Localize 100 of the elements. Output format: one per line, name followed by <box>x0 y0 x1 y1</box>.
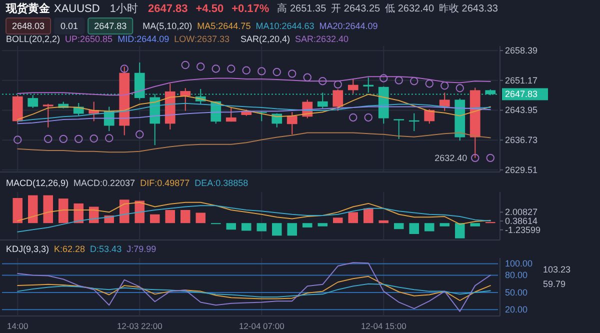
text: +4.50 <box>196 3 224 15</box>
text: UP:2650.85 <box>65 34 113 44</box>
y-tick-label: 2.00827 <box>505 207 538 218</box>
point <box>380 74 388 82</box>
text: +0.17% <box>232 3 270 15</box>
bar <box>28 195 38 224</box>
text: 2648.03 <box>12 21 45 31</box>
candlestick <box>28 94 38 108</box>
line-series <box>17 202 491 225</box>
candlestick <box>332 88 344 112</box>
text: MA10:2644.63 <box>256 21 314 31</box>
text: 2647.83 <box>94 21 127 31</box>
bar <box>302 223 312 228</box>
text: 昨收 2643.33 <box>439 2 498 14</box>
bar <box>165 210 176 224</box>
point <box>120 64 128 73</box>
bar <box>470 223 480 226</box>
text: 103.23 <box>543 264 571 274</box>
text: MID:2644.09 <box>118 34 170 44</box>
point <box>486 154 494 162</box>
bar <box>150 214 160 224</box>
point <box>212 64 220 73</box>
bar <box>363 208 374 224</box>
chart-subtitle: XAUUSD <box>54 3 100 15</box>
point <box>136 130 144 139</box>
line-series <box>17 205 491 232</box>
y-tick-label: 2636.73 <box>505 135 538 146</box>
ref-line-label: 50.00 <box>505 287 528 298</box>
ref-line-label: 20.00 <box>505 304 528 315</box>
text: D:53.43 <box>90 244 122 254</box>
point <box>425 79 434 88</box>
text: MACD(12,26,9) <box>6 178 69 188</box>
bar <box>440 223 450 226</box>
x-tick-label: 12-03 22:00 <box>116 321 163 331</box>
bar <box>12 198 23 224</box>
text: 0.01 <box>60 21 78 31</box>
candlestick <box>363 76 374 94</box>
point <box>258 67 266 76</box>
ref-line-label: 80.00 <box>505 270 528 280</box>
point <box>90 134 98 143</box>
point <box>288 70 296 78</box>
text: K:62.28 <box>54 244 86 254</box>
text: BOLL(20,2,2) <box>6 34 60 44</box>
point <box>394 76 403 84</box>
y-tick-label: 2643.95 <box>505 105 538 116</box>
text: SAR(2,20,4) <box>240 34 290 44</box>
point <box>303 73 312 82</box>
text: LOW:2637.33 <box>174 34 230 44</box>
bar <box>256 223 267 232</box>
y-tick-label: 0.38614 <box>505 216 538 226</box>
point <box>334 80 342 89</box>
ref-line-label: 100.00 <box>505 258 533 269</box>
x-tick-label: 12-04 15:00 <box>360 321 407 331</box>
x-tick-label: 12-04 07:00 <box>238 321 285 331</box>
point <box>364 113 372 122</box>
point <box>59 134 68 144</box>
bar <box>424 223 434 232</box>
line-series <box>17 132 491 153</box>
bar <box>196 212 206 224</box>
bar <box>318 223 328 226</box>
bar <box>241 223 252 231</box>
candlestick <box>42 103 54 128</box>
bar <box>287 223 298 236</box>
bar <box>454 223 465 238</box>
y-tick-label: 2658.39 <box>505 46 538 56</box>
text: 开 2643.25 <box>331 4 381 14</box>
bar <box>58 198 68 224</box>
text: 2647.83 <box>148 3 188 15</box>
point <box>196 62 205 71</box>
text: KDJ(9,3,3) <box>6 244 50 254</box>
candlestick <box>439 92 450 112</box>
text: MA5:2644.75 <box>197 21 251 31</box>
bar <box>394 223 404 230</box>
annotation: 2632.40 <box>434 152 468 163</box>
bar <box>180 210 190 224</box>
series-label: MACD:0.22037 <box>74 178 136 188</box>
point <box>105 134 114 142</box>
candlestick <box>394 118 404 140</box>
point <box>410 77 418 86</box>
series-label: DIF:0.49877 <box>140 178 190 188</box>
text: 高 2651.35 <box>277 2 327 14</box>
point <box>349 113 358 122</box>
bar <box>43 195 54 224</box>
bar <box>272 223 282 236</box>
chart-title: 现货黄金 <box>5 2 51 15</box>
text: MA20:2644.09 <box>319 21 378 31</box>
point <box>242 66 250 74</box>
point <box>14 136 22 144</box>
text: DEA:0.38858 <box>194 178 248 188</box>
x-tick-label: 14:00 <box>6 321 29 331</box>
text: J:79.99 <box>126 244 156 254</box>
point <box>272 68 281 76</box>
bar <box>409 223 420 234</box>
y-tick-label: 2629.51 <box>505 164 538 175</box>
point <box>44 134 52 144</box>
bar <box>226 223 236 230</box>
point <box>471 154 480 162</box>
candlestick <box>226 107 236 122</box>
bar <box>378 220 389 224</box>
point <box>456 84 464 92</box>
